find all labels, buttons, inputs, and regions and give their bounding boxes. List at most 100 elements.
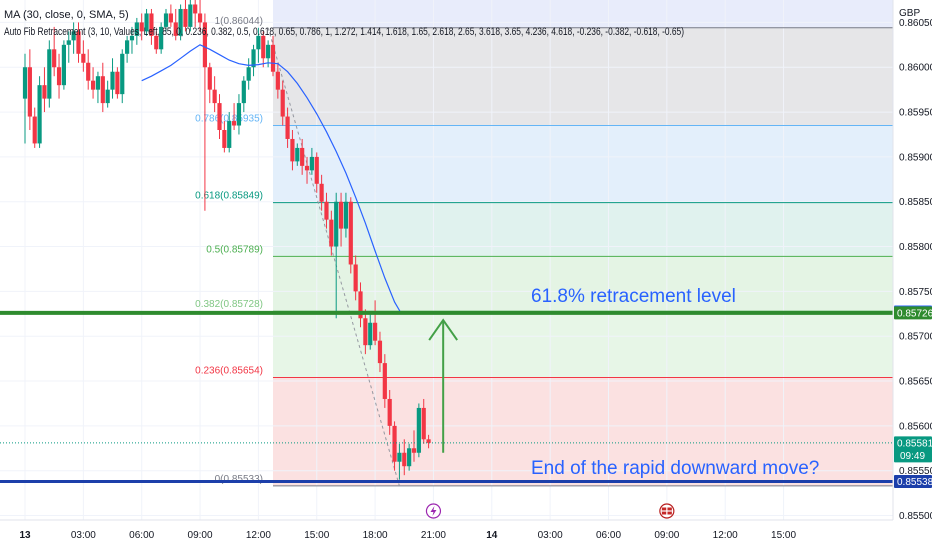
- candle-down[interactable]: [392, 421, 397, 471]
- candle-up[interactable]: [343, 192, 349, 238]
- lightning-icon[interactable]: [425, 503, 442, 519]
- candle-up[interactable]: [251, 44, 256, 77]
- retracement-annotation[interactable]: 61.8% retracement level: [531, 286, 736, 307]
- candle-body: [197, 13, 203, 23]
- badge-level[interactable]: 0.85726: [894, 306, 932, 320]
- candle-down[interactable]: [202, 13, 208, 211]
- candle-body: [426, 439, 431, 443]
- candle-down[interactable]: [275, 62, 280, 99]
- candle-up[interactable]: [227, 112, 232, 153]
- candle-down[interactable]: [100, 62, 105, 113]
- candle-down[interactable]: [52, 26, 57, 77]
- candle-down[interactable]: [81, 40, 86, 72]
- candle-down[interactable]: [56, 53, 62, 99]
- candle-up[interactable]: [241, 76, 246, 113]
- candle-up[interactable]: [110, 58, 115, 99]
- candle-up[interactable]: [47, 40, 52, 108]
- candle-up[interactable]: [159, 22, 164, 54]
- candle-body: [363, 318, 368, 346]
- badge-last[interactable]: 0.85581 09:49: [894, 436, 932, 463]
- candle-down[interactable]: [402, 439, 407, 476]
- candle-down[interactable]: [154, 31, 159, 54]
- candle-down[interactable]: [373, 300, 378, 346]
- horizontal-levels[interactable]: [0, 310, 893, 483]
- candle-down[interactable]: [168, 4, 173, 27]
- candle-up[interactable]: [71, 22, 76, 54]
- flag-icon[interactable]: [659, 503, 675, 519]
- candle-down[interactable]: [382, 354, 387, 408]
- badge-low[interactable]: 0.85538: [894, 474, 932, 488]
- candle-down[interactable]: [270, 35, 276, 77]
- candle-up[interactable]: [22, 53, 28, 144]
- candle-up[interactable]: [334, 192, 339, 319]
- candle-up[interactable]: [295, 143, 300, 166]
- candle-down[interactable]: [421, 398, 426, 444]
- candle-down[interactable]: [358, 282, 363, 328]
- candles[interactable]: [22, 0, 431, 480]
- candle-up[interactable]: [188, 0, 193, 32]
- candle-down[interactable]: [76, 22, 81, 63]
- candle-down[interactable]: [338, 192, 344, 247]
- candle-down[interactable]: [387, 390, 392, 435]
- candle-up[interactable]: [95, 71, 101, 104]
- candle-down[interactable]: [86, 49, 91, 90]
- candle-down[interactable]: [411, 430, 417, 462]
- candle-up[interactable]: [105, 80, 110, 108]
- candle-up[interactable]: [246, 58, 251, 90]
- candle-down[interactable]: [290, 130, 295, 171]
- candle-down[interactable]: [42, 67, 47, 113]
- candle-down[interactable]: [32, 107, 37, 148]
- candle-down[interactable]: [377, 331, 383, 373]
- candle-down[interactable]: [319, 174, 324, 211]
- candle-down[interactable]: [363, 309, 368, 355]
- downmove-annotation[interactable]: End of the rapid downward move?: [531, 458, 819, 479]
- candle-up[interactable]: [134, 17, 139, 45]
- candle-up[interactable]: [236, 94, 242, 135]
- candle-down[interactable]: [285, 107, 290, 148]
- session-markers[interactable]: [425, 503, 675, 519]
- candle-up[interactable]: [397, 443, 402, 480]
- candle-down[interactable]: [149, 8, 154, 45]
- candle-up[interactable]: [125, 35, 130, 63]
- candle-down[interactable]: [197, 0, 203, 32]
- candle-down[interactable]: [300, 138, 305, 175]
- candle-up[interactable]: [163, 8, 169, 32]
- candle-down[interactable]: [324, 192, 329, 229]
- candle-up[interactable]: [416, 403, 421, 458]
- candle-up[interactable]: [368, 313, 373, 350]
- candle-down[interactable]: [183, 0, 188, 32]
- candle-down[interactable]: [348, 197, 353, 274]
- candle-up[interactable]: [129, 26, 135, 54]
- candle-down[interactable]: [314, 152, 319, 193]
- candle-up[interactable]: [61, 40, 66, 90]
- candle-up[interactable]: [144, 8, 149, 36]
- candle-down[interactable]: [27, 49, 32, 130]
- candle-down[interactable]: [90, 67, 96, 99]
- candle-down[interactable]: [207, 62, 212, 104]
- candle-down[interactable]: [217, 94, 222, 139]
- candle-down[interactable]: [193, 0, 198, 27]
- candle-up[interactable]: [37, 76, 42, 148]
- candle-down[interactable]: [231, 103, 237, 130]
- candle-down[interactable]: [139, 13, 144, 41]
- candle-up[interactable]: [120, 49, 125, 104]
- candle-down[interactable]: [280, 80, 285, 126]
- candle-down[interactable]: [426, 434, 431, 449]
- candle-down[interactable]: [304, 156, 310, 184]
- candle-down[interactable]: [329, 210, 334, 256]
- candle-down[interactable]: [222, 121, 227, 153]
- candle-up[interactable]: [309, 147, 314, 175]
- candle-down[interactable]: [115, 67, 120, 99]
- ma-legend[interactable]: MA (30, close, 0, SMA, 5): [4, 9, 129, 21]
- candle-down[interactable]: [212, 76, 217, 113]
- candle-up[interactable]: [66, 31, 71, 63]
- candle-down[interactable]: [261, 31, 266, 68]
- time-axis[interactable]: [0, 520, 893, 550]
- candle-down[interactable]: [173, 8, 178, 41]
- candle-up[interactable]: [256, 27, 261, 63]
- candle-up[interactable]: [407, 443, 412, 471]
- candle-down[interactable]: [353, 255, 358, 301]
- candle-up[interactable]: [178, 4, 183, 41]
- fib-legend[interactable]: Auto Fib Retracement (3, 10, Values, Lef…: [4, 26, 684, 38]
